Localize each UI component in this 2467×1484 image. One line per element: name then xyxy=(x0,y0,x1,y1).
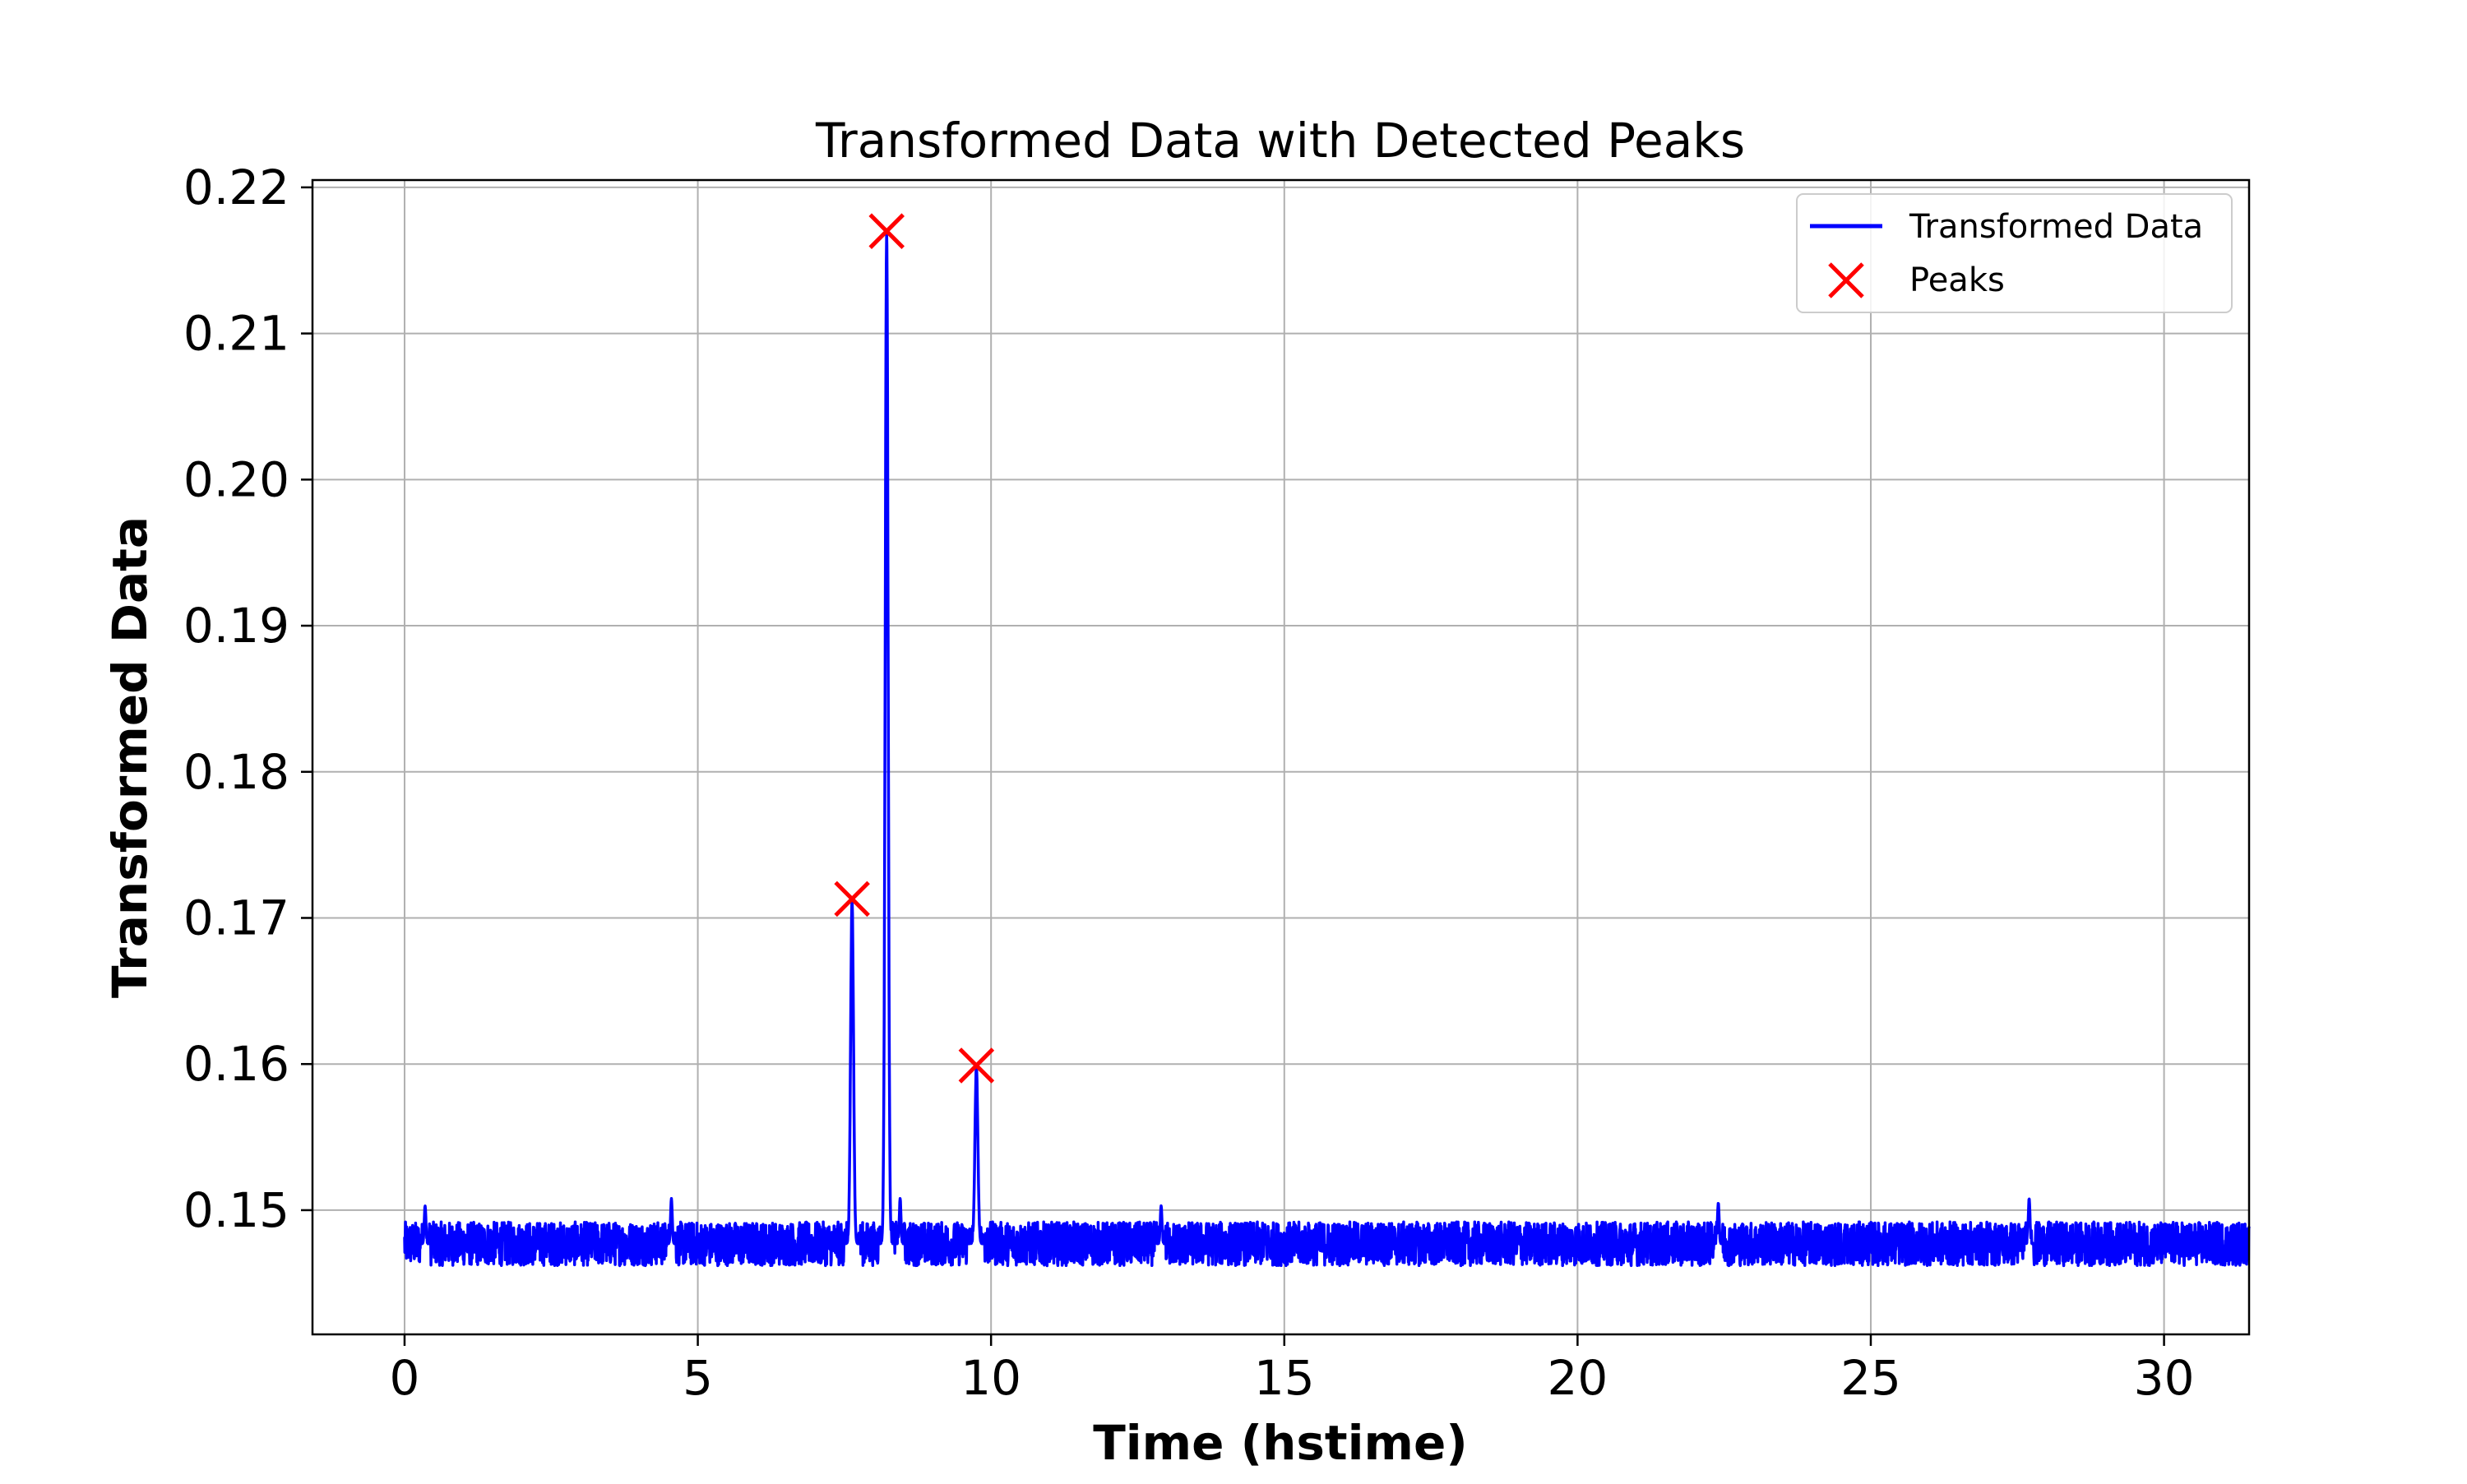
x-tick-label: 0 xyxy=(390,1350,420,1406)
plot-frame xyxy=(311,178,2251,1336)
x-tick-label: 15 xyxy=(1254,1350,1315,1406)
y-tick-label: 0.17 xyxy=(183,890,289,945)
peak-marker xyxy=(834,881,870,918)
x-tick-label: 20 xyxy=(1547,1350,1608,1406)
x-tick-label: 10 xyxy=(960,1350,1021,1406)
y-tick-label: 0.15 xyxy=(183,1182,289,1238)
ticks: 0 5 10 15 20 25 30 0.15 0.16 0.17 0.18 0.19 0.20 0.21… xyxy=(183,159,2195,1406)
y-axis-label: Transformed Data xyxy=(102,516,158,998)
x-tick-label: 30 xyxy=(2134,1350,2195,1406)
legend-box xyxy=(1796,193,2233,313)
legend-marker-swatch xyxy=(1828,262,1864,298)
x-tick-label: 5 xyxy=(683,1350,713,1406)
y-tick-label: 0.16 xyxy=(183,1036,289,1092)
grid xyxy=(312,180,2249,1334)
peak-marker xyxy=(958,1047,995,1084)
peak-marker xyxy=(868,213,905,249)
y-tick-label: 0.22 xyxy=(183,159,289,215)
y-tick-label: 0.21 xyxy=(183,306,289,362)
legend: Transformed Data Peaks xyxy=(1796,193,2233,313)
legend-label-transformed-data: Transformed Data xyxy=(1909,208,2203,246)
x-tick-label: 25 xyxy=(1840,1350,1901,1406)
chart-title: Transformed Data with Detected Peaks xyxy=(815,113,1745,169)
y-tick-label: 0.20 xyxy=(183,451,289,507)
y-tick-label: 0.18 xyxy=(183,744,289,800)
x-axis-label: Time (hstime) xyxy=(1093,1415,1468,1471)
y-tick-label: 0.19 xyxy=(183,598,289,654)
data-layer xyxy=(403,213,2251,1268)
legend-label-peaks: Peaks xyxy=(1909,261,2005,299)
series-line-transformed-data xyxy=(403,230,2251,1268)
